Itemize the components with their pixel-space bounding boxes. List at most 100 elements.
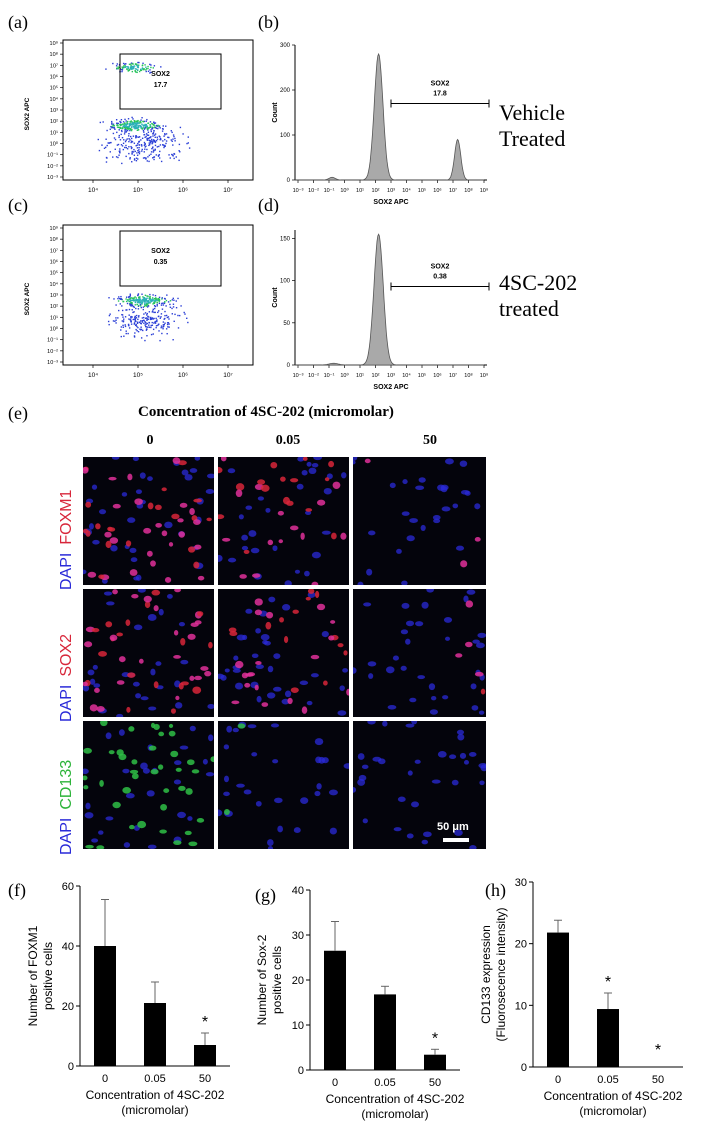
nucleus [402, 479, 408, 485]
panel-label-f: (f) [8, 880, 26, 900]
event-dot [145, 323, 147, 325]
event-dot [124, 131, 126, 133]
event-dot [130, 305, 132, 307]
event-dot [120, 329, 122, 331]
event-dot [153, 317, 155, 320]
x-tick-label: 50 [652, 1074, 664, 1086]
event-dot [161, 332, 163, 335]
y-tick-label: 20 [292, 975, 304, 987]
event-dot [151, 324, 154, 326]
event-dot [178, 143, 181, 146]
event-dot [129, 294, 132, 297]
event-dot [148, 322, 151, 324]
event-dot [156, 305, 158, 307]
event-dot [149, 123, 151, 126]
event-dot [146, 134, 149, 136]
event-dot [134, 70, 137, 73]
event-dot [131, 66, 134, 68]
nucleus [166, 594, 173, 599]
event-dot [148, 160, 150, 163]
nucleus [367, 721, 376, 725]
x-tick-label: 10⁻² [308, 188, 319, 194]
column-label-2: 50 [423, 433, 437, 448]
nucleus [421, 601, 429, 609]
event-dot [147, 134, 150, 136]
bar-chart-f: 0 20 40 60 0 0.05 * 50 Concentration of 4SC-202(… [26, 881, 230, 1117]
event-dot [140, 127, 142, 129]
event-dot [125, 120, 127, 122]
marker-signal [280, 476, 286, 482]
event-dot [135, 317, 138, 319]
event-dot [163, 323, 165, 326]
event-dot [129, 128, 132, 131]
marker-signal [254, 684, 259, 691]
y-axis-label: CD133 expression [479, 925, 493, 1024]
event-dot [109, 141, 111, 144]
event-dot [147, 156, 149, 158]
event-dot [119, 148, 121, 150]
event-dot [126, 123, 128, 126]
nucleus [437, 484, 445, 491]
event-dot [106, 129, 108, 132]
nucleus [463, 595, 469, 603]
nucleus [300, 797, 309, 804]
nucleus [397, 796, 406, 802]
event-dot [172, 134, 175, 136]
y-tick-label: 0 [287, 178, 291, 184]
marker-signal [330, 620, 336, 624]
event-dot [140, 126, 142, 128]
event-dot [134, 304, 136, 306]
event-dot [160, 304, 163, 306]
marker-signal [105, 621, 113, 628]
marker-signal [154, 504, 162, 511]
y-tick-label: 10⁵ [50, 270, 58, 277]
event-dot [113, 298, 115, 300]
event-dot [151, 128, 154, 130]
side-label-treated-line1: 4SC-202 [499, 270, 578, 295]
nucleus [234, 682, 244, 690]
event-dot [158, 315, 160, 318]
event-dot [144, 64, 146, 66]
marker-signal [204, 670, 212, 677]
nucleus [385, 666, 395, 674]
bar-chart-h: 0 10 20 30 0 * 0.05 * 50 Concentration of 4SC-202… [479, 877, 683, 1118]
event-dot [135, 68, 138, 70]
marker-signal [107, 526, 113, 532]
event-dot [138, 124, 140, 127]
nucleus [202, 758, 208, 765]
event-dot [155, 325, 158, 327]
event-dot [154, 144, 157, 147]
event-dot [134, 128, 136, 130]
event-dot [141, 301, 144, 304]
event-dot [157, 311, 159, 314]
nucleus [299, 680, 309, 686]
nucleus [262, 640, 268, 645]
event-dot [162, 128, 164, 130]
nucleus [306, 461, 312, 467]
nucleus [142, 768, 150, 774]
nucleus [479, 780, 485, 786]
nucleus [452, 503, 459, 509]
event-dot [131, 153, 133, 155]
marker-signal [316, 499, 326, 506]
marker-signal [254, 609, 263, 616]
x-tick-label: 10⁻¹ [324, 373, 335, 379]
nucleus [270, 723, 280, 728]
y-tick-label: 10⁻³ [47, 175, 58, 181]
event-dot [152, 151, 155, 153]
event-dot [173, 299, 175, 301]
event-dot [144, 294, 147, 297]
event-dot [188, 147, 191, 149]
event-dot [146, 328, 148, 330]
event-dot [140, 119, 142, 121]
event-dot [145, 157, 147, 159]
event-dot [168, 318, 170, 320]
y-tick-label: 10⁴ [50, 281, 59, 288]
event-dot [146, 322, 149, 325]
event-dot [103, 147, 106, 149]
event-dot [165, 125, 167, 127]
event-dot [154, 133, 157, 135]
event-dot [122, 316, 124, 318]
event-dot [144, 157, 146, 159]
x-tick-label: 10⁶ [433, 372, 441, 379]
